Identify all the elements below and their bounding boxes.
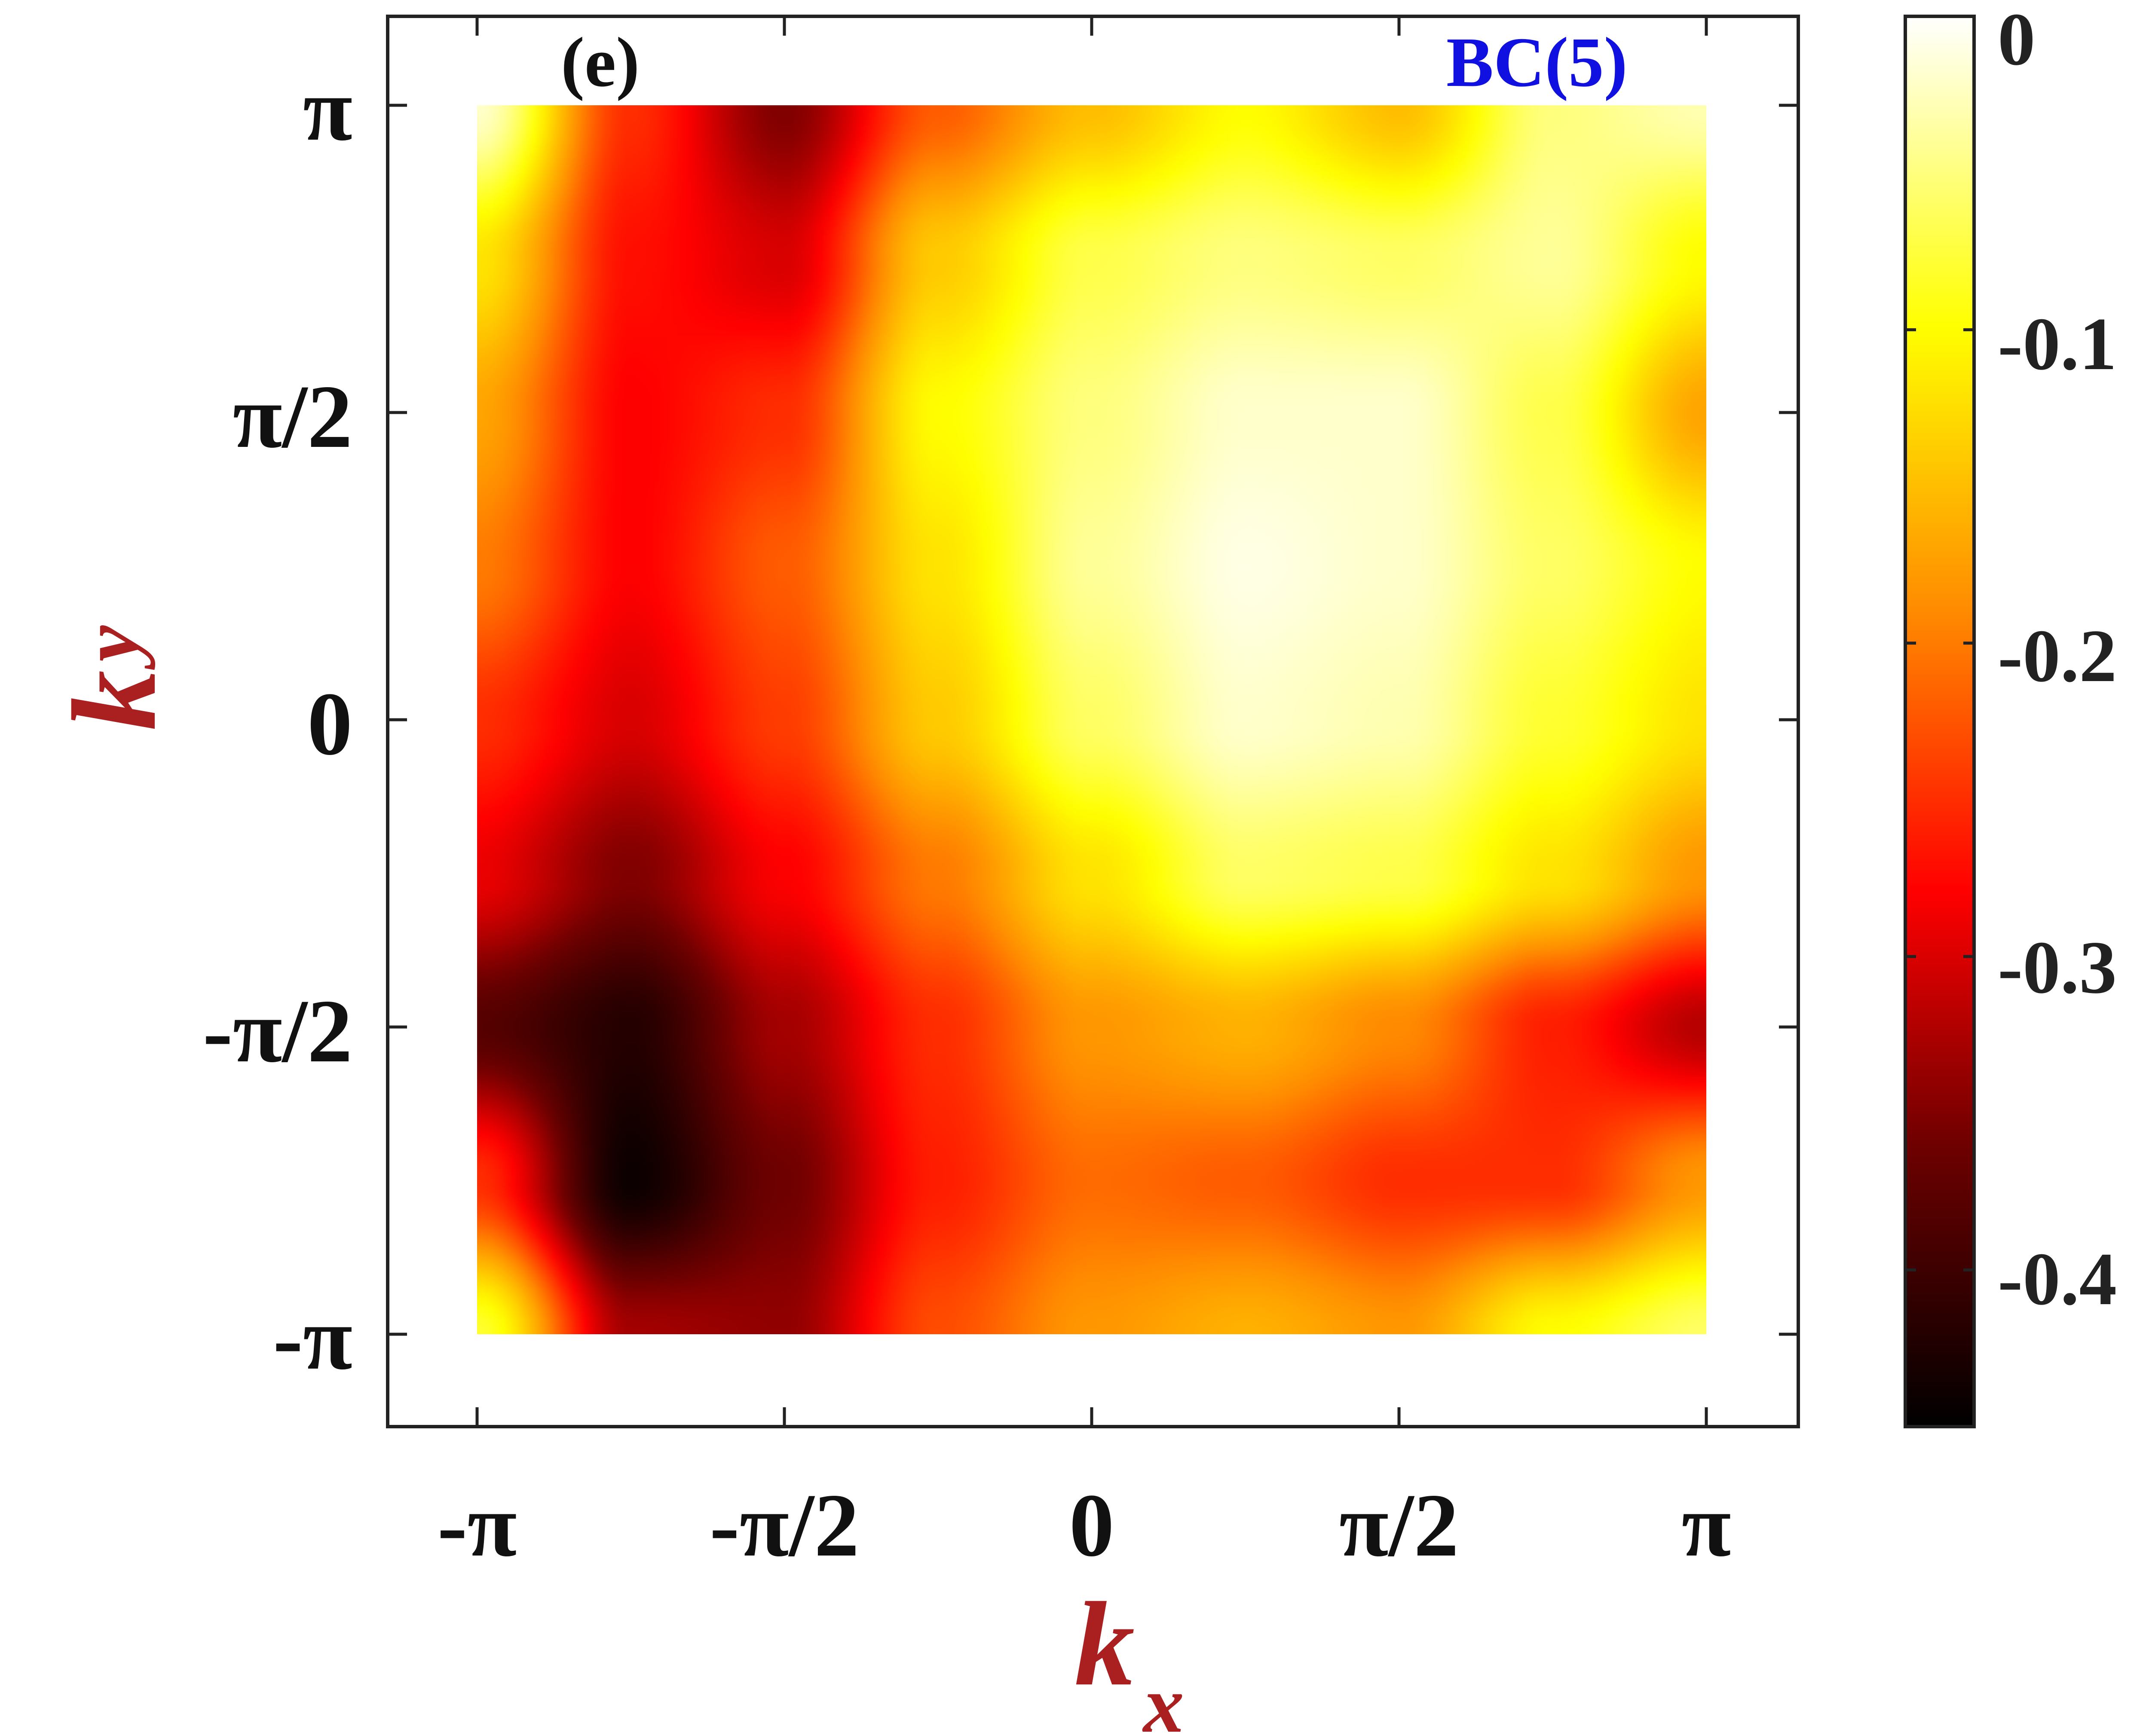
y-tick-label-zero: 0 — [307, 674, 352, 774]
colorbar-label-0: 0 — [1998, 0, 2036, 81]
x-tick-labels: -π -π/2 0 π/2 π — [438, 1476, 1731, 1575]
colorbar-label-neg-0-4: -0.4 — [1998, 1237, 2117, 1320]
x-tick-label-half-pi: π/2 — [1339, 1476, 1459, 1575]
y-tick-label-neg-half-pi: -π/2 — [203, 981, 352, 1081]
y-axis-label: ky — [47, 625, 181, 730]
band-annotation: BC(5) — [1446, 23, 1628, 101]
y-tick-labels: -π -π/2 0 π/2 π — [203, 60, 352, 1388]
colorbar — [1904, 15, 1976, 1428]
heatmap-area — [477, 105, 1706, 1334]
y-axis-label-main: k — [47, 670, 181, 730]
x-tick-label-pi: π — [1681, 1476, 1731, 1575]
x-tick-label-neg-pi: -π — [438, 1476, 517, 1575]
x-tick-label-zero: 0 — [1069, 1476, 1114, 1575]
colorbar-tick-labels: 0 -0.1 -0.2 -0.3 -0.4 — [1998, 0, 2117, 1320]
y-tick-label-neg-pi: -π — [273, 1289, 352, 1388]
y-tick-label-pi: π — [303, 60, 352, 159]
heatmap-image — [477, 105, 1706, 1334]
y-tick-label-half-pi: π/2 — [233, 367, 352, 467]
colorbar-ticks — [1905, 15, 1974, 1271]
x-axis-label-subscript: x — [1142, 1660, 1184, 1736]
colorbar-label-neg-0-1: -0.1 — [1998, 302, 2117, 385]
y-axis-label-subscript: y — [65, 625, 156, 670]
panel-label: (e) — [561, 23, 640, 101]
colorbar-label-neg-0-2: -0.2 — [1998, 614, 2117, 697]
x-tick-label-neg-half-pi: -π/2 — [710, 1476, 859, 1575]
colorbar-label-neg-0-3: -0.3 — [1998, 926, 2117, 1009]
axis-ticks — [388, 16, 1798, 1427]
x-axis-label-main: k — [1074, 1577, 1135, 1711]
